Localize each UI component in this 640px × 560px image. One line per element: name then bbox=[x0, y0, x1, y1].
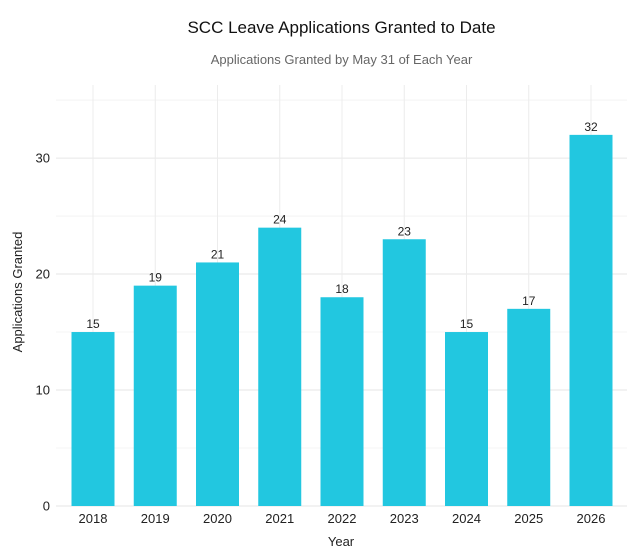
x-tick-label-2020: 2020 bbox=[203, 511, 232, 526]
data-label-2019: 19 bbox=[149, 271, 163, 285]
data-label-2023: 23 bbox=[398, 224, 412, 238]
data-label-2018: 15 bbox=[86, 317, 100, 331]
bar-2022 bbox=[320, 297, 364, 506]
bar-2026 bbox=[569, 134, 613, 506]
bar-2021 bbox=[258, 227, 302, 506]
bars bbox=[71, 134, 613, 507]
data-label-2025: 17 bbox=[522, 294, 536, 308]
bar-2023 bbox=[382, 239, 426, 507]
bar-2019 bbox=[133, 285, 177, 506]
bar-2018 bbox=[71, 332, 115, 506]
x-tick-label-2025: 2025 bbox=[514, 511, 543, 526]
y-axis-label: Applications Granted bbox=[10, 232, 25, 353]
x-tick-label-2021: 2021 bbox=[265, 511, 294, 526]
bar-2020 bbox=[196, 262, 239, 506]
y-tick-label-0: 0 bbox=[43, 499, 50, 514]
data-label-2021: 24 bbox=[273, 213, 287, 227]
data-label-2026: 32 bbox=[584, 120, 598, 134]
x-tick-label-2018: 2018 bbox=[79, 511, 108, 526]
bar-2024 bbox=[445, 332, 488, 506]
y-tick-label-10: 10 bbox=[36, 383, 50, 398]
chart-title: SCC Leave Applications Granted to Date bbox=[187, 18, 496, 37]
chart-subtitle: Applications Granted by May 31 of Each Y… bbox=[210, 52, 473, 67]
data-label-2022: 18 bbox=[335, 282, 349, 296]
x-tick-label-2023: 2023 bbox=[390, 511, 419, 526]
x-tick-label-2019: 2019 bbox=[141, 511, 170, 526]
x-tick-label-2026: 2026 bbox=[577, 511, 606, 526]
data-label-2020: 21 bbox=[211, 247, 225, 261]
x-tick-label-2022: 2022 bbox=[328, 511, 357, 526]
y-tick-label-20: 20 bbox=[36, 267, 50, 282]
x-axis-label: Year bbox=[328, 534, 355, 549]
x-axis-ticks: 2018 2019 2020 2021 2022 2023 2024 2025 2026 bbox=[79, 511, 606, 526]
data-label-2024: 15 bbox=[460, 317, 474, 331]
y-tick-label-30: 30 bbox=[36, 151, 50, 166]
x-tick-label-2024: 2024 bbox=[452, 511, 481, 526]
bar-2025 bbox=[507, 308, 551, 506]
data-labels: 15 19 21 24 18 23 15 17 32 bbox=[86, 120, 598, 331]
y-axis-ticks: 0 10 20 30 bbox=[36, 151, 50, 514]
